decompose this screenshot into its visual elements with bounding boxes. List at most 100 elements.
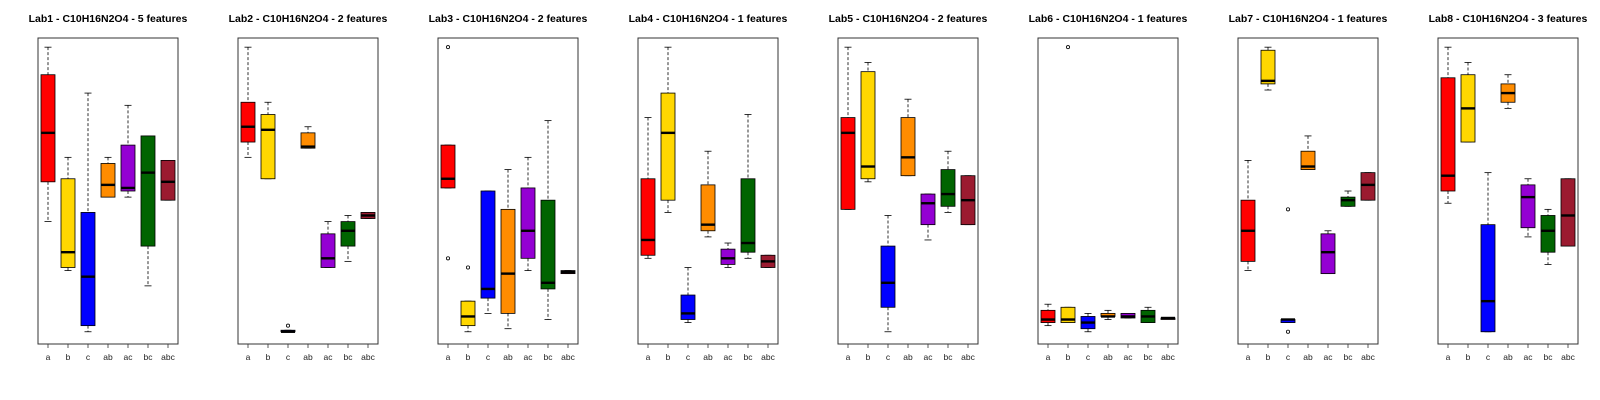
outlier-point xyxy=(445,256,450,261)
x-tick-label: ab xyxy=(903,352,913,362)
iqr-box xyxy=(1340,196,1356,207)
x-tick-label: abc xyxy=(361,352,375,362)
panel-title: Lab2 - C10H16N2O4 - 2 features xyxy=(229,13,388,25)
panel-title: Lab3 - C10H16N2O4 - 2 features xyxy=(429,13,588,25)
box-abc xyxy=(560,270,576,275)
x-tick-label: ac xyxy=(124,352,134,362)
box-bc xyxy=(1140,306,1156,323)
x-tick-label: b xyxy=(1066,352,1071,362)
x-tick-label: c xyxy=(286,352,291,362)
box-b xyxy=(460,265,476,333)
outlier-point xyxy=(1286,329,1291,334)
box-ac xyxy=(520,156,536,271)
x-tick-label: c xyxy=(886,352,891,362)
panel-title: Lab6 - C10H16N2O4 - 1 features xyxy=(1029,13,1188,25)
x-tick-label: b xyxy=(866,352,871,362)
x-tick-label: ab xyxy=(303,352,313,362)
x-tick-label: ac xyxy=(1324,352,1334,362)
box-bc xyxy=(1540,208,1556,265)
x-tick-label: abc xyxy=(561,352,575,362)
x-tick-label: ac xyxy=(924,352,934,362)
iqr-box xyxy=(500,208,516,314)
iqr-box xyxy=(740,178,756,253)
box-ac xyxy=(120,104,136,198)
panel-title: Lab4 - C10H16N2O4 - 1 features xyxy=(629,13,788,25)
plot-frame xyxy=(1037,37,1179,345)
box-c xyxy=(1480,172,1496,333)
x-tick-label: c xyxy=(1086,352,1091,362)
box-ac xyxy=(1120,312,1136,319)
x-tick-label: abc xyxy=(161,352,175,362)
iqr-box xyxy=(660,92,676,201)
box-a xyxy=(1440,46,1456,204)
x-tick-label: a xyxy=(846,352,851,362)
iqr-box xyxy=(840,117,856,210)
box-ab xyxy=(300,126,316,149)
iqr-box xyxy=(60,178,76,268)
iqr-box xyxy=(720,248,736,265)
box-bc xyxy=(140,135,156,287)
box-a xyxy=(440,45,456,261)
box-ab xyxy=(1100,309,1116,320)
box-b xyxy=(260,101,276,180)
iqr-box xyxy=(160,159,176,201)
plot-frame xyxy=(237,37,379,345)
iqr-box xyxy=(680,294,696,320)
iqr-box xyxy=(1360,172,1376,201)
box-a xyxy=(240,46,256,158)
iqr-box xyxy=(440,144,456,189)
box-bc xyxy=(740,114,756,259)
iqr-box xyxy=(140,135,156,247)
x-tick-label: bc xyxy=(944,352,954,362)
x-tick-label: ab xyxy=(1503,352,1513,362)
box-b xyxy=(1260,46,1276,91)
x-tick-label: ab xyxy=(503,352,513,362)
iqr-box xyxy=(1480,224,1496,333)
box-c xyxy=(480,190,496,314)
box-b xyxy=(860,62,876,183)
iqr-box xyxy=(1040,309,1056,323)
box-ab xyxy=(700,150,716,238)
outlier-point xyxy=(445,45,450,50)
box-c xyxy=(80,92,96,333)
panel-title: Lab7 - C10H16N2O4 - 1 features xyxy=(1229,13,1388,25)
x-tick-label: a xyxy=(246,352,251,362)
x-tick-label: a xyxy=(1446,352,1451,362)
iqr-box xyxy=(40,74,56,183)
x-tick-label: c xyxy=(86,352,91,362)
iqr-box xyxy=(1520,184,1536,229)
x-tick-label: ab xyxy=(1103,352,1113,362)
box-abc xyxy=(160,159,176,201)
box-bc xyxy=(1340,190,1356,207)
x-tick-label: a xyxy=(446,352,451,362)
box-abc xyxy=(1360,172,1376,201)
x-tick-label: ab xyxy=(703,352,713,362)
iqr-box xyxy=(900,117,916,177)
box-a xyxy=(1040,303,1056,327)
x-tick-label: ac xyxy=(1124,352,1134,362)
box-ac xyxy=(720,242,736,268)
outlier-point xyxy=(285,323,290,328)
x-tick-label: b xyxy=(466,352,471,362)
x-tick-label: b xyxy=(1466,352,1471,362)
x-tick-label: bc xyxy=(344,352,354,362)
x-tick-label: ac xyxy=(724,352,734,362)
box-ac xyxy=(1320,230,1336,275)
x-tick-label: bc xyxy=(1144,352,1154,362)
outlier-point xyxy=(1066,45,1071,50)
x-tick-label: ab xyxy=(1303,352,1313,362)
panel-title: Lab5 - C10H16N2O4 - 2 features xyxy=(829,13,988,25)
x-tick-label: abc xyxy=(1161,352,1175,362)
iqr-box xyxy=(80,212,96,327)
iqr-box xyxy=(860,71,876,180)
iqr-box xyxy=(1540,215,1556,253)
x-tick-label: a xyxy=(646,352,651,362)
x-tick-label: b xyxy=(1266,352,1271,362)
iqr-box xyxy=(100,163,116,198)
x-tick-label: abc xyxy=(1561,352,1575,362)
box-c xyxy=(1080,312,1096,333)
